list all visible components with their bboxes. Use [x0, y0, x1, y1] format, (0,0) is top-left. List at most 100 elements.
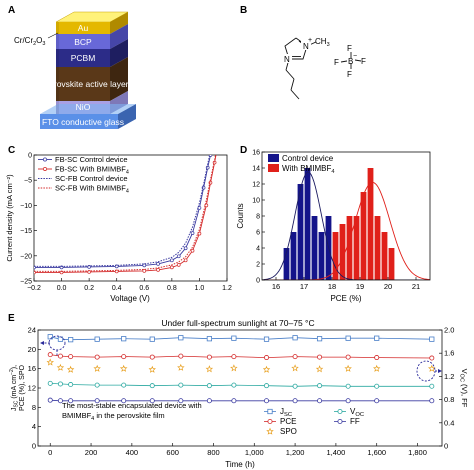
stability-xtick-label: 1,800 — [408, 448, 427, 457]
stability-xtick-label: 200 — [85, 448, 98, 457]
jv-chart: −0.2 0.0 0.2 0.4 0.6 0.8 1.0 1.2 −25 −20 −15 −10 −5 0… — [5, 153, 232, 304]
stability-point-voc — [429, 383, 435, 389]
jv-point — [176, 254, 181, 259]
histogram-ytick-label: 10 — [252, 198, 260, 205]
atom-f-right: F — [361, 57, 366, 66]
jv-legend-marker — [43, 157, 47, 162]
pce-histogram: 16 17 18 19 20 21 0 2 4 6 8 10 12 14 16 Control device… — [236, 150, 431, 303]
stability-point-pce — [121, 354, 127, 360]
histogram-bar — [311, 216, 318, 280]
stability-plot-frame — [37, 329, 443, 447]
jv-point — [142, 269, 147, 273]
jv-point — [197, 206, 202, 210]
jv-ytick-label: −20 — [20, 253, 32, 260]
histogram-xtick-label: 19 — [356, 282, 364, 291]
stability-xtick-label: 600 — [166, 448, 179, 457]
stability-point-voc — [94, 382, 100, 388]
jv-ytick-label: 0 — [28, 153, 32, 160]
jv-ytick-label: −10 — [20, 203, 32, 210]
histogram-xtick-label: 18 — [328, 282, 336, 291]
histogram-bar — [297, 184, 304, 280]
stability-point-ff — [345, 398, 351, 404]
histogram-bar — [388, 248, 395, 280]
jv-point — [183, 246, 188, 251]
stability-point-spo — [93, 364, 101, 372]
jv-legend-label: SC-FB With BMIMBF4 — [55, 184, 129, 195]
jv-point — [197, 231, 202, 236]
stability-ytick-right-label: 1.2 — [444, 372, 454, 381]
stability-point-voc — [345, 383, 351, 389]
stability-point-ff — [264, 398, 270, 404]
stability-point-jsc — [121, 336, 127, 342]
histogram-legend-label: With BMIMBF4 — [282, 164, 335, 175]
jv-point — [176, 263, 181, 267]
stability-point-jsc — [429, 336, 435, 342]
svg-text:PCE (%), SPO: PCE (%), SPO — [19, 365, 26, 411]
atom-b: B — [348, 57, 353, 66]
jv-xtick-label: −0.2 — [27, 285, 41, 292]
layer-label-au: Au — [78, 23, 89, 33]
jv-legend-label: FB-SC Control device — [55, 155, 128, 164]
highlight-right-ellipse — [416, 360, 436, 382]
stability-point-pce — [264, 355, 270, 361]
layer-perovskite — [56, 57, 128, 101]
histogram-xtick-label: 16 — [272, 282, 280, 291]
stability-ytick-left-label: 0 — [32, 442, 36, 451]
histogram-ytick-label: 4 — [256, 246, 260, 253]
stability-legend-label: VOC — [350, 407, 364, 418]
jv-xtick-label: 0.8 — [167, 285, 177, 292]
charge-minus: − — [353, 53, 357, 60]
histogram-bar — [332, 232, 339, 280]
layer-fto — [40, 104, 136, 129]
histogram-legend-label: Control device — [282, 154, 334, 163]
histogram-xlabel: PCE (%) — [330, 294, 361, 303]
jv-point — [190, 231, 195, 235]
stability-point-ff — [292, 398, 298, 404]
stability-legend-label: JSC — [280, 407, 292, 418]
atom-n-plus: N — [303, 42, 309, 51]
stability-point-voc — [68, 382, 74, 388]
stability-point-jsc — [345, 335, 351, 341]
stability-xtick-label: 800 — [207, 448, 220, 457]
stability-legend-marker — [267, 408, 273, 415]
stability-point-pce — [57, 353, 63, 359]
stability-point-pce — [94, 354, 100, 360]
histogram-bar — [283, 248, 290, 280]
histogram-ytick-label: 2 — [256, 262, 260, 269]
jv-point — [156, 262, 160, 266]
jv-xtick-label: 0.4 — [112, 285, 122, 292]
histogram-ytick-label: 0 — [256, 278, 260, 285]
stability-point-spo — [56, 363, 65, 371]
jv-xtick-label: 1.2 — [222, 285, 232, 292]
histogram-bar — [360, 192, 367, 280]
stability-xlabel: Time (h) — [225, 460, 255, 469]
histogram-bar — [374, 216, 381, 280]
atom-f-top: F — [347, 44, 352, 53]
stability-point-spo — [205, 365, 214, 373]
stability-point-spo — [373, 364, 381, 372]
stability-ytick-left-label: 8 — [32, 403, 36, 412]
histogram-legend-swatch — [268, 154, 279, 162]
layer-bcp — [56, 24, 128, 49]
stability-point-ff — [121, 398, 127, 404]
stability-legend-label: FF — [350, 417, 360, 426]
jv-legend-marker — [43, 167, 47, 171]
stability-point-jsc — [263, 336, 270, 342]
stability-xtick-label: 400 — [126, 448, 139, 457]
chemical-labels: N + CH3 N B − F F F F — [282, 37, 366, 79]
histogram-ytick-label: 14 — [252, 166, 260, 173]
stability-ytick-right-label: 0 — [444, 442, 448, 451]
stability-ytick-right-label: 1.6 — [444, 349, 454, 358]
stability-point-ff — [374, 398, 380, 404]
stability-point-voc — [149, 383, 155, 389]
stability-annotation-line1: The most-stable encapsulated device with — [62, 401, 202, 410]
stability-chart: Under full-spectrum sunlight at 70–75 °C… — [9, 318, 469, 469]
layer-label-bcp: BCP — [74, 37, 92, 47]
stability-point-ff — [178, 398, 184, 404]
jv-point — [170, 265, 174, 270]
stability-point-spo — [315, 365, 324, 373]
stability-point-voc — [317, 383, 323, 389]
stability-point-jsc — [178, 335, 184, 341]
jv-ytick-label: −5 — [24, 178, 32, 185]
